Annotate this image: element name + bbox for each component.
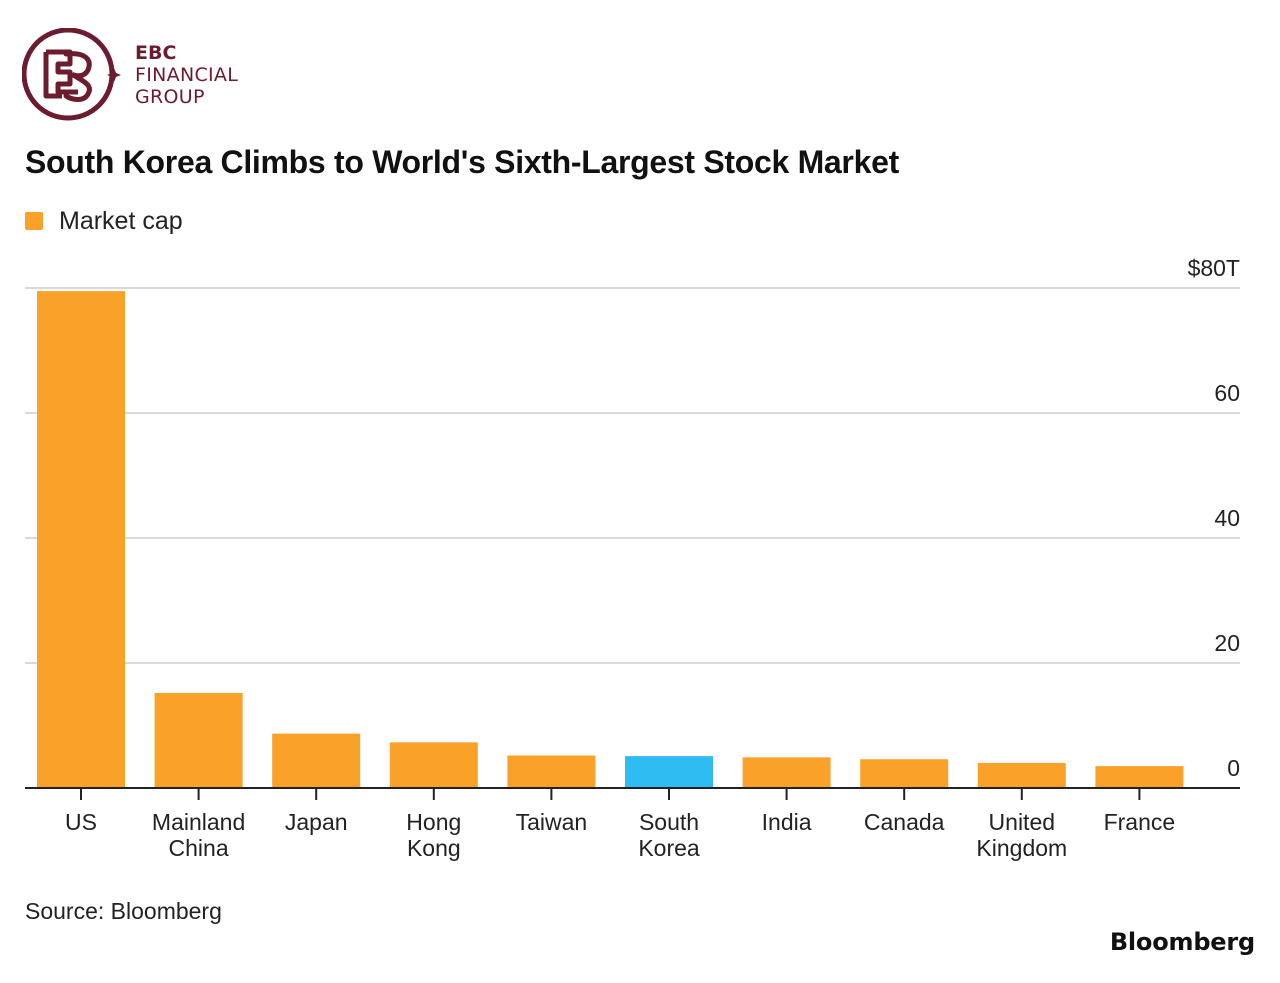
x-tick-label: France: [1104, 809, 1176, 835]
bar-canada: [860, 759, 949, 788]
x-tick-label-line: France: [1104, 809, 1176, 835]
x-tick-label: India: [762, 809, 812, 835]
bar-hong-kong: [389, 742, 478, 788]
legend-label-market-cap: Market cap: [59, 206, 183, 235]
bar-united-kingdom: [977, 763, 1066, 788]
x-tick-label: Canada: [864, 809, 945, 835]
x-tick-label: Hong Kong: [406, 809, 461, 861]
x-tick-label-line: Kingdom: [976, 835, 1067, 861]
x-tick-label-line: Mainland: [152, 809, 245, 835]
bar-chart: 0 20 40 60 $80T US Mainland China Japan Hong Kong T…: [25, 255, 1240, 861]
x-tick-label-line: Canada: [864, 809, 945, 835]
y-tick-label: $80T: [1188, 255, 1240, 281]
x-tick-label-line: Japan: [285, 809, 348, 835]
bar-india: [742, 757, 831, 788]
ebc-emblem-icon: [21, 27, 121, 121]
x-tick-label-line: Korea: [638, 835, 700, 861]
ebc-logo: [21, 27, 252, 123]
x-tick-label-line: Hong: [406, 809, 461, 835]
y-tick-label: 0: [1227, 755, 1240, 781]
y-tick-label: 20: [1214, 630, 1240, 656]
x-tick-label: US: [65, 809, 97, 835]
legend-swatch-market-cap: [25, 212, 43, 230]
source-note: Source: Bloomberg: [25, 898, 222, 924]
logo-line-3: GROUP: [135, 86, 205, 108]
y-tick-label: 40: [1214, 505, 1240, 531]
bar-south-korea: [625, 756, 713, 788]
x-tick-label: Taiwan: [516, 809, 588, 835]
bloomberg-wordmark: Bloomberg: [1109, 928, 1255, 956]
logo-line-1: EBC: [135, 42, 177, 64]
bar-mainland-china: [154, 693, 243, 788]
x-tick-label-line: India: [762, 809, 812, 835]
x-tick-label-line: Kong: [407, 835, 461, 861]
x-tick-label: Mainland China: [152, 809, 245, 861]
bar-france: [1095, 766, 1184, 788]
legend: Market cap: [25, 206, 183, 236]
x-tick-label-line: China: [169, 835, 229, 861]
bar-us: [37, 291, 125, 788]
x-tick-label-line: US: [65, 809, 97, 835]
logo-line-2: FINANCIAL: [135, 64, 239, 86]
logo-wordmark: EBC FINANCIAL GROUP: [135, 42, 238, 108]
x-tick-label-line: United: [989, 809, 1055, 835]
x-tick-label: Japan: [285, 809, 348, 835]
bar-japan: [272, 733, 361, 788]
x-tick-label-line: Taiwan: [516, 809, 588, 835]
x-tick-label: United Kingdom: [976, 809, 1067, 861]
bar-taiwan: [507, 755, 596, 788]
y-tick-label: 60: [1214, 380, 1240, 406]
chart-title: South Korea Climbs to World's Sixth-Larg…: [25, 144, 899, 180]
x-tick-label-line: South: [639, 809, 699, 835]
x-tick-label: South Korea: [638, 809, 700, 861]
